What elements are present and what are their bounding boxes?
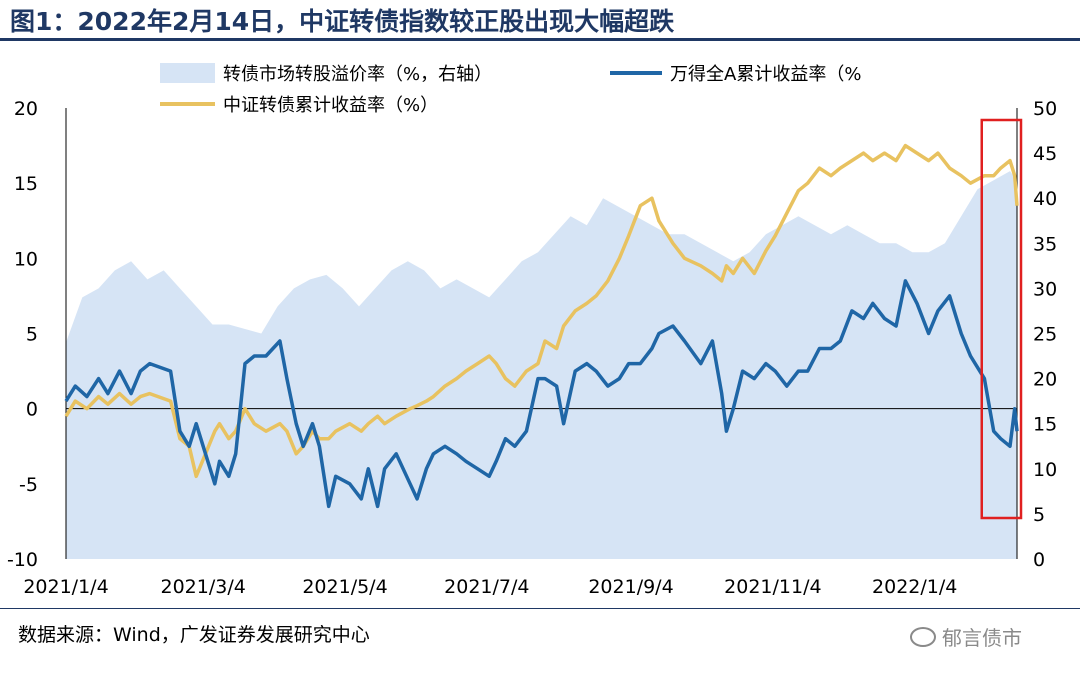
left-tick-label: 20 [14, 98, 38, 120]
x-tick-label: 2021/7/4 [444, 576, 529, 598]
premium-area-layer [66, 171, 1017, 559]
right-tick-label: 30 [1033, 278, 1057, 300]
legend: 转债市场转股溢价率（%，右轴） 万得全A累计收益率（% 中证转债累计收益率（%） [160, 63, 861, 116]
wechat-icon [910, 627, 936, 647]
right-tick-label: 0 [1033, 549, 1045, 571]
chart: -10 -5 0 5 10 15 20 0 5 10 15 20 25 30 35 40 45 50 2021/1/… [7, 63, 1057, 598]
series-premium-area [66, 171, 1017, 559]
right-tick-label: 35 [1033, 233, 1057, 255]
source-note: 数据来源：Wind，广发证券发展研究中心 [18, 624, 370, 646]
right-tick-label: 40 [1033, 188, 1057, 210]
right-tick-label: 5 [1033, 504, 1045, 526]
left-tick-label: 5 [26, 324, 38, 346]
legend-swatch-premium [160, 63, 215, 83]
title-divider [0, 38, 1080, 41]
right-tick-label: 25 [1033, 324, 1057, 346]
left-tick-label: -10 [7, 549, 38, 571]
right-tick-label: 50 [1033, 98, 1057, 120]
left-tick-label: -5 [19, 474, 38, 496]
watermark-text: 郁言债市 [942, 626, 1022, 650]
x-tick-label: 2022/1/4 [872, 576, 957, 598]
left-tick-label: 10 [14, 248, 38, 270]
x-tick-label: 2021/11/4 [724, 576, 821, 598]
series-lines [64, 143, 1019, 509]
right-tick-label: 10 [1033, 459, 1057, 481]
x-tick-label: 2021/5/4 [302, 576, 387, 598]
tick-labels: -10 -5 0 5 10 15 20 0 5 10 15 20 25 30 35 40 45 50 2021/1/… [7, 98, 1057, 598]
left-tick-label: 0 [26, 399, 38, 421]
x-tick-label: 2021/9/4 [588, 576, 673, 598]
x-tick-label: 2021/1/4 [23, 576, 108, 598]
legend-label-cb-index: 中证转债累计收益率（%） [223, 95, 438, 116]
right-tick-label: 20 [1033, 369, 1057, 391]
right-tick-label: 15 [1033, 414, 1057, 436]
highlight-box [980, 118, 1023, 520]
legend-label-a-share: 万得全A累计收益率（% [670, 64, 861, 85]
chart-title: 图1：2022年2月14日，中证转债指数较正股出现大幅超跌 [10, 7, 675, 36]
footer-divider [0, 608, 1080, 609]
left-tick-label: 15 [14, 173, 38, 195]
series-cb-index-line [64, 143, 1019, 479]
x-tick-label: 2021/3/4 [161, 576, 246, 598]
watermark: 郁言债市 [910, 622, 1022, 651]
series-a-share-line [64, 279, 1019, 509]
right-tick-label: 45 [1033, 143, 1057, 165]
legend-label-premium: 转债市场转股溢价率（%，右轴） [223, 64, 492, 85]
